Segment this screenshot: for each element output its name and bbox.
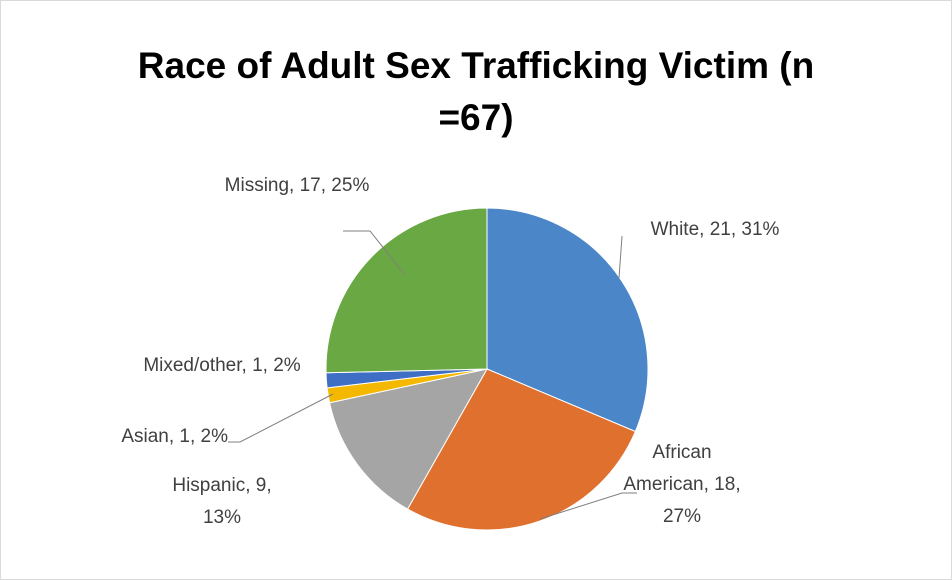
leader-line bbox=[343, 230, 406, 276]
data-label: African American, 18, 27% bbox=[623, 442, 741, 527]
data-label: Hispanic, 9, 13% bbox=[172, 475, 272, 528]
chart-title: Race of Adult Sex Trafficking Victim (n … bbox=[137, 45, 815, 138]
leader-line bbox=[618, 235, 623, 279]
data-label: Asian, 1, 2% bbox=[121, 426, 228, 447]
data-label: Missing, 17, 25% bbox=[224, 175, 370, 196]
leader-line bbox=[228, 393, 334, 443]
pie-slice bbox=[328, 368, 488, 510]
pie-slice bbox=[486, 207, 649, 433]
data-label: White, 21, 31% bbox=[650, 219, 780, 240]
data-label: Mixed/other, 1, 2% bbox=[143, 355, 301, 376]
leader-line bbox=[539, 492, 637, 520]
pie-slice bbox=[325, 207, 488, 374]
